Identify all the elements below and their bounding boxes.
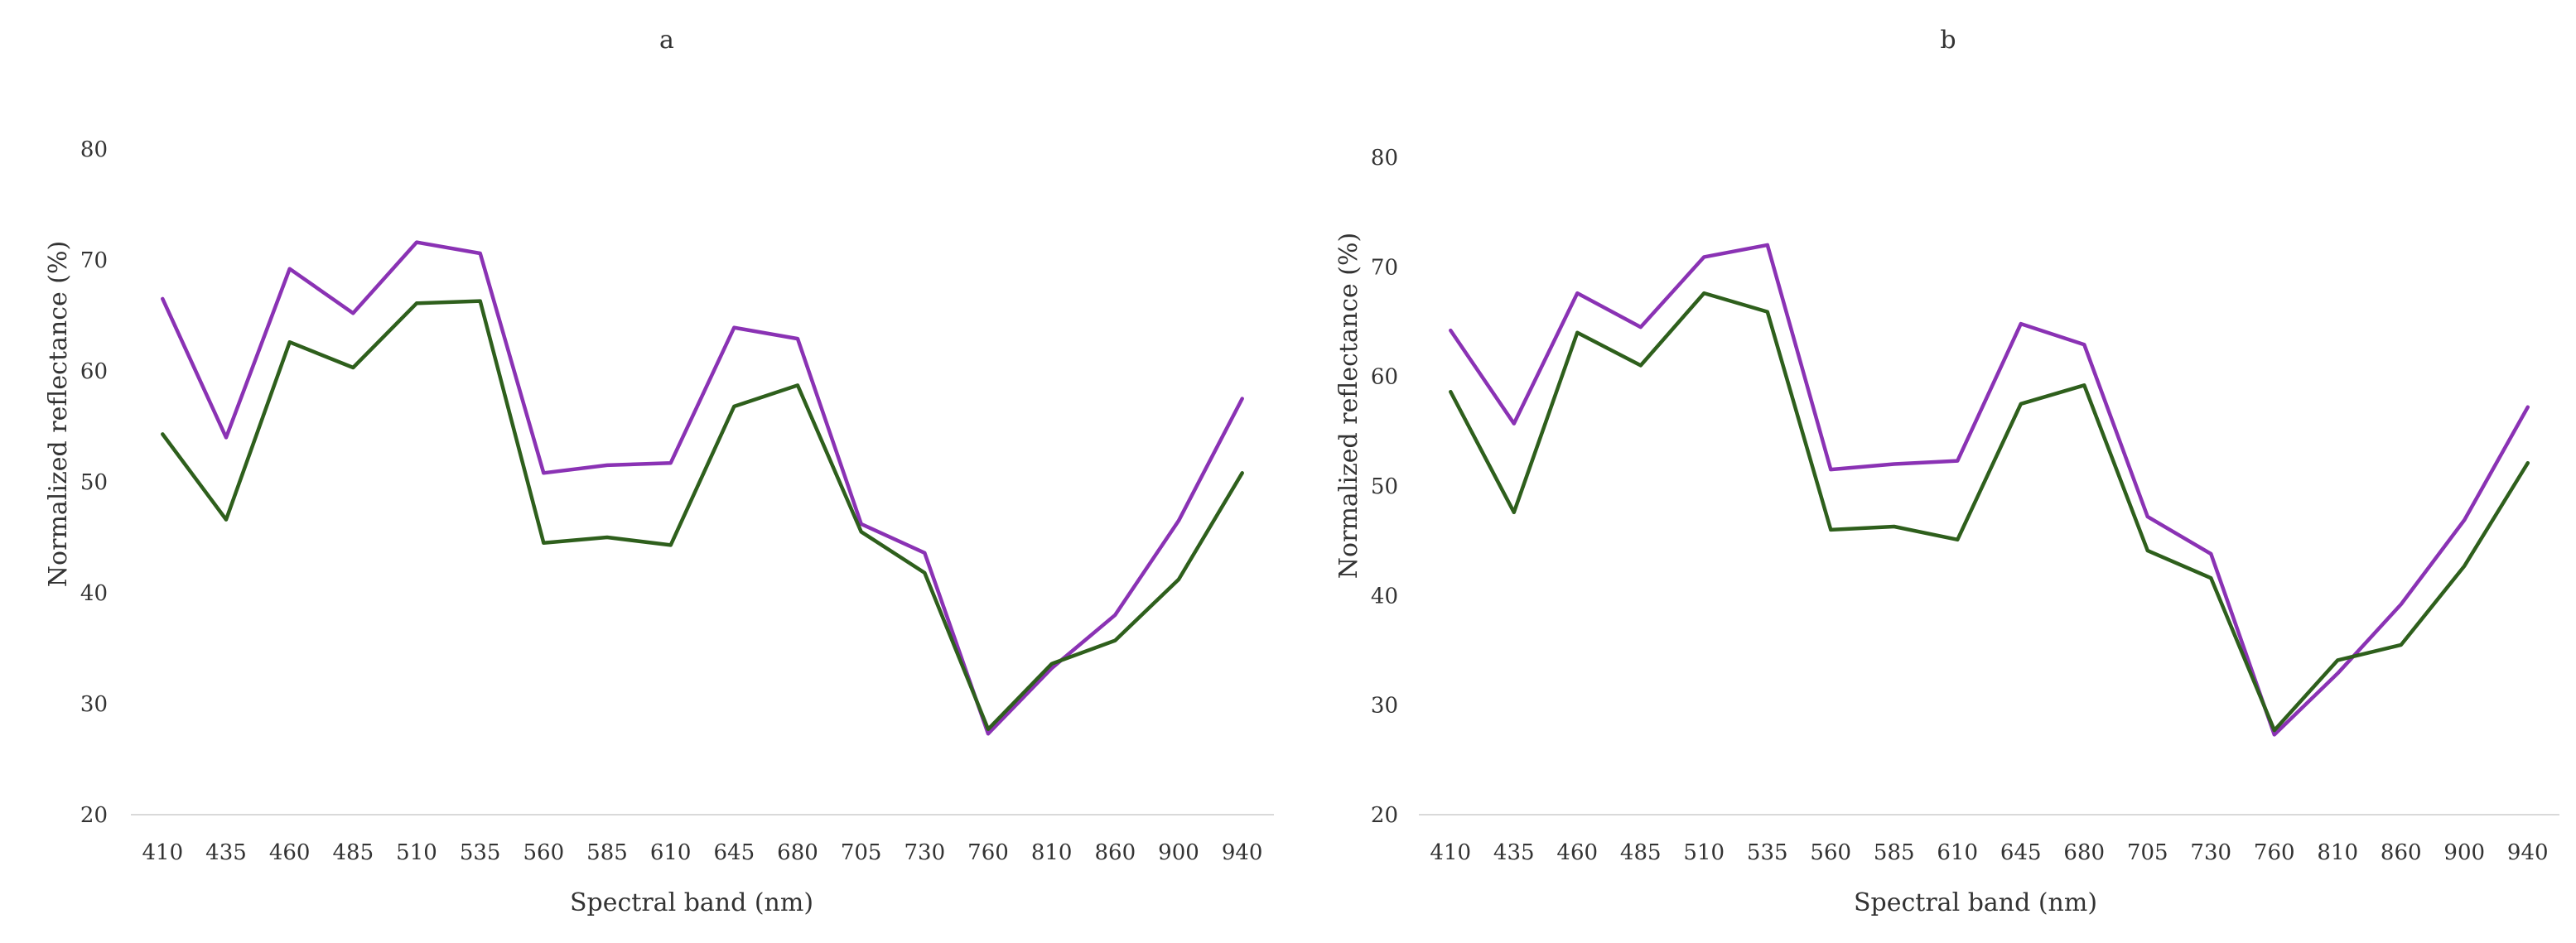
x-tick-label: 705	[841, 840, 882, 865]
green-series-line	[1449, 291, 2530, 733]
y-tick-label: 80	[80, 137, 108, 162]
x-tick-label: 680	[2063, 840, 2105, 865]
x-tick-label: 940	[2507, 840, 2549, 865]
y-tick-label: 70	[1371, 255, 1398, 280]
green-series-line	[161, 299, 1244, 732]
y-tick-label: 50	[80, 470, 108, 495]
x-tick-label: 730	[2190, 840, 2231, 865]
x-tick-label: 810	[2317, 840, 2358, 865]
x-tick-label: 645	[2000, 840, 2042, 865]
x-tick-label: 610	[1937, 840, 1978, 865]
x-tick-label: 510	[1683, 840, 1725, 865]
x-tick-label: 900	[1158, 840, 1199, 865]
x-tick-label: 560	[523, 840, 565, 865]
y-axis-title: Normalized reflectance (%)	[1334, 233, 1363, 579]
x-tick-label: 680	[777, 840, 818, 865]
y-tick-label: 20	[80, 803, 108, 828]
y-tick-label: 60	[80, 359, 108, 384]
x-tick-label: 860	[1095, 840, 1136, 865]
x-tick-label: 645	[714, 840, 755, 865]
x-tick-label: 610	[650, 840, 692, 865]
y-tick-label: 70	[80, 248, 108, 273]
x-tick-label: 585	[1874, 840, 1915, 865]
x-tick-label: 760	[967, 840, 1009, 865]
x-tick-label: 510	[396, 840, 437, 865]
x-tick-label: 485	[1620, 840, 1662, 865]
x-tick-label: 940	[1222, 840, 1263, 865]
x-axis-title: Spectral band (nm)	[1854, 888, 2097, 917]
x-tick-label: 460	[1556, 840, 1598, 865]
x-tick-label: 860	[2381, 840, 2422, 865]
y-tick-label: 80	[1371, 146, 1398, 171]
y-axis-title: Normalized reflectance (%)	[44, 241, 73, 587]
y-tick-label: 60	[1371, 365, 1398, 390]
x-tick-label: 435	[1493, 840, 1535, 865]
x-tick-label: 485	[333, 840, 374, 865]
x-tick-label: 410	[142, 840, 184, 865]
x-tick-label: 410	[1430, 840, 1471, 865]
y-tick-label: 20	[1371, 803, 1398, 828]
x-tick-label: 760	[2254, 840, 2295, 865]
x-tick-label: 900	[2443, 840, 2485, 865]
panel-title-b: b	[1940, 26, 1956, 55]
x-tick-label: 810	[1031, 840, 1073, 865]
y-tick-label: 50	[1371, 474, 1398, 499]
y-tick-label: 40	[1371, 584, 1398, 609]
x-tick-label: 460	[269, 840, 311, 865]
purple-series-line	[1449, 243, 2530, 737]
panel-title-a: a	[659, 26, 674, 55]
x-axis-title: Spectral band (nm)	[570, 888, 813, 917]
purple-series-line	[161, 240, 1244, 736]
y-tick-label: 40	[80, 581, 108, 606]
x-tick-label: 535	[1747, 840, 1788, 865]
x-tick-label: 535	[460, 840, 501, 865]
y-tick-label: 30	[1371, 694, 1398, 719]
x-tick-label: 435	[205, 840, 247, 865]
x-tick-label: 705	[2127, 840, 2168, 865]
x-tick-label: 730	[904, 840, 946, 865]
x-tick-label: 585	[586, 840, 628, 865]
y-tick-label: 30	[80, 692, 108, 717]
x-tick-label: 560	[1810, 840, 1851, 865]
